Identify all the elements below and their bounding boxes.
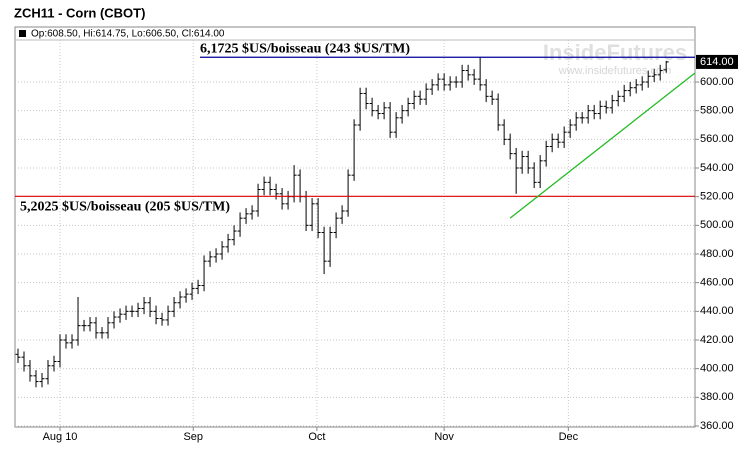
chart-title: ZCH11 - Corn (CBOT) — [14, 5, 145, 20]
legend-swatch — [19, 30, 26, 37]
y-tick-label: 560.00 — [700, 133, 734, 145]
y-tick-label: 380.00 — [700, 391, 734, 403]
frame — [14, 26, 696, 428]
y-tick-label: 540.00 — [700, 162, 734, 174]
y-tick-label: 520.00 — [700, 191, 734, 203]
last-price-label: 614.00 — [700, 56, 734, 68]
y-tick-label: 500.00 — [700, 219, 734, 231]
y-tick-label: 480.00 — [700, 248, 734, 260]
y-tick-label: 440.00 — [700, 305, 734, 317]
y-tick-label: 600.00 — [700, 76, 734, 88]
x-tick-label: Nov — [434, 431, 454, 443]
x-tick-label: Dec — [559, 431, 579, 443]
trend-line — [509, 72, 696, 219]
x-tick-label: Aug 10 — [43, 431, 78, 443]
y-tick-label: 460.00 — [700, 277, 734, 289]
ohlc-header: Op:608.50, Hi:614.75, Lo:606.50, Cl:614.… — [31, 29, 225, 40]
y-tick-label: 580.00 — [700, 105, 734, 117]
annotation-label: 5,2025 $US/boisseau (205 $US/TM) — [20, 200, 230, 215]
last-price-box — [696, 54, 738, 69]
x-tick-label: Sep — [183, 431, 203, 443]
x-tick-label: Oct — [308, 431, 325, 443]
y-tick-label: 420.00 — [700, 334, 734, 346]
y-tick-label: 360.00 — [700, 420, 734, 432]
y-tick-label: 400.00 — [700, 363, 734, 375]
annotation-label: 6,1725 $US/boisseau (243 $US/TM) — [200, 41, 410, 56]
watermark-url: www.insidefutures.com — [558, 65, 672, 77]
watermark: InsideFutures — [543, 40, 687, 65]
